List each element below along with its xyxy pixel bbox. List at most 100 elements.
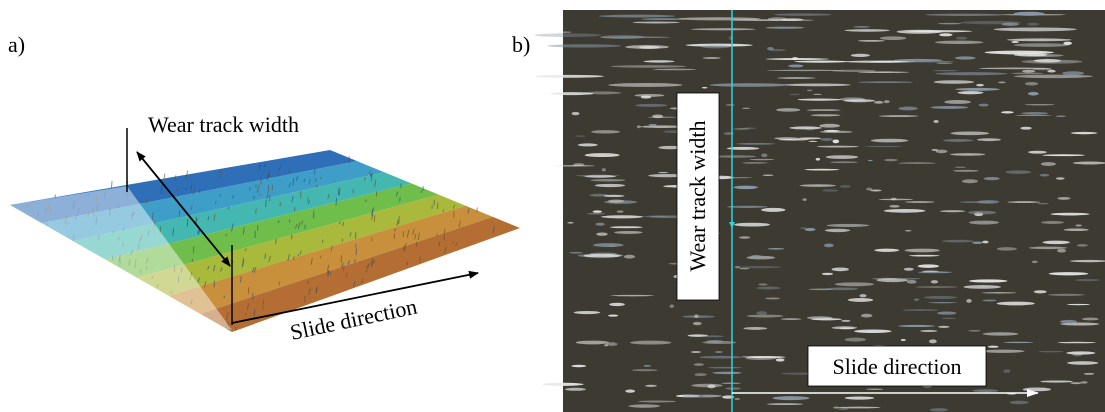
streak — [701, 45, 730, 48]
surface-peak — [228, 207, 229, 209]
streak — [936, 62, 952, 64]
streak — [1042, 241, 1070, 245]
streak — [968, 330, 980, 332]
streak — [739, 236, 750, 239]
streak — [909, 255, 940, 257]
streak — [1077, 244, 1088, 246]
streak — [1041, 162, 1056, 166]
streak — [819, 124, 840, 128]
streak — [596, 233, 608, 236]
streak — [826, 224, 869, 227]
streak — [871, 139, 909, 143]
streak — [726, 387, 741, 389]
streak — [953, 170, 978, 172]
streak — [833, 139, 840, 143]
streak — [1029, 247, 1067, 250]
streak — [632, 369, 658, 371]
streak — [914, 298, 919, 300]
streak — [931, 106, 969, 109]
streak — [958, 91, 984, 94]
streak — [908, 30, 972, 32]
streak — [595, 184, 625, 187]
streak — [1042, 154, 1085, 156]
streak — [1075, 224, 1082, 226]
streak — [822, 189, 838, 192]
streak — [985, 51, 1054, 55]
streak — [643, 60, 674, 62]
streak — [929, 339, 937, 343]
streak — [712, 372, 741, 375]
streak — [1049, 272, 1089, 275]
streak — [1067, 304, 1090, 305]
streak — [894, 59, 943, 62]
streak — [874, 249, 899, 252]
streak — [968, 211, 996, 215]
streak — [831, 70, 876, 72]
streak — [905, 230, 911, 231]
streak — [798, 98, 842, 100]
streak — [835, 282, 874, 286]
streak — [547, 44, 621, 47]
streak — [694, 373, 706, 376]
streak — [955, 88, 1000, 91]
streak — [955, 167, 966, 168]
streak — [630, 341, 671, 345]
streak — [848, 298, 874, 302]
streak — [1014, 75, 1093, 78]
streak — [590, 253, 618, 255]
streak — [983, 332, 1019, 335]
streak — [1056, 177, 1065, 179]
streak — [806, 109, 841, 110]
streak — [973, 389, 999, 392]
surface-peak — [214, 281, 215, 288]
streak — [789, 126, 821, 129]
streak — [1028, 92, 1039, 96]
streak — [742, 162, 768, 164]
streak — [866, 188, 872, 191]
streak — [599, 15, 676, 18]
streak — [798, 137, 821, 139]
streak — [709, 83, 789, 87]
streak — [898, 325, 935, 327]
streak — [776, 108, 800, 112]
streak — [534, 33, 601, 37]
streak — [853, 26, 869, 28]
streak — [1034, 59, 1061, 63]
streak — [884, 209, 926, 213]
streak — [1014, 12, 1045, 16]
streak — [1058, 342, 1096, 343]
streak — [587, 213, 606, 214]
surface-peak — [294, 207, 295, 212]
streak — [1073, 162, 1105, 165]
streak — [824, 130, 840, 132]
streak — [943, 139, 973, 142]
streak — [905, 249, 940, 253]
streak — [979, 104, 989, 107]
streak — [575, 135, 585, 136]
streak — [866, 389, 883, 390]
streak — [590, 179, 625, 181]
streak — [691, 28, 755, 30]
streak — [915, 286, 958, 287]
streak — [736, 143, 775, 145]
streak — [800, 227, 806, 228]
streak — [807, 316, 833, 319]
surface-peak — [224, 296, 225, 298]
surface-peak — [111, 181, 112, 188]
streak — [682, 395, 720, 398]
streak — [567, 222, 574, 223]
streak — [637, 125, 641, 128]
surface-peak — [394, 234, 395, 240]
streak — [820, 138, 833, 141]
streak — [733, 186, 758, 189]
streak — [600, 36, 670, 38]
streak — [593, 210, 602, 212]
surface-peak — [310, 179, 311, 185]
annotation: Wear track width — [148, 112, 299, 137]
streak — [758, 283, 767, 285]
streak — [826, 155, 859, 159]
streak — [903, 309, 939, 310]
streak — [977, 200, 999, 204]
streak — [1084, 373, 1094, 374]
streak — [942, 240, 974, 243]
